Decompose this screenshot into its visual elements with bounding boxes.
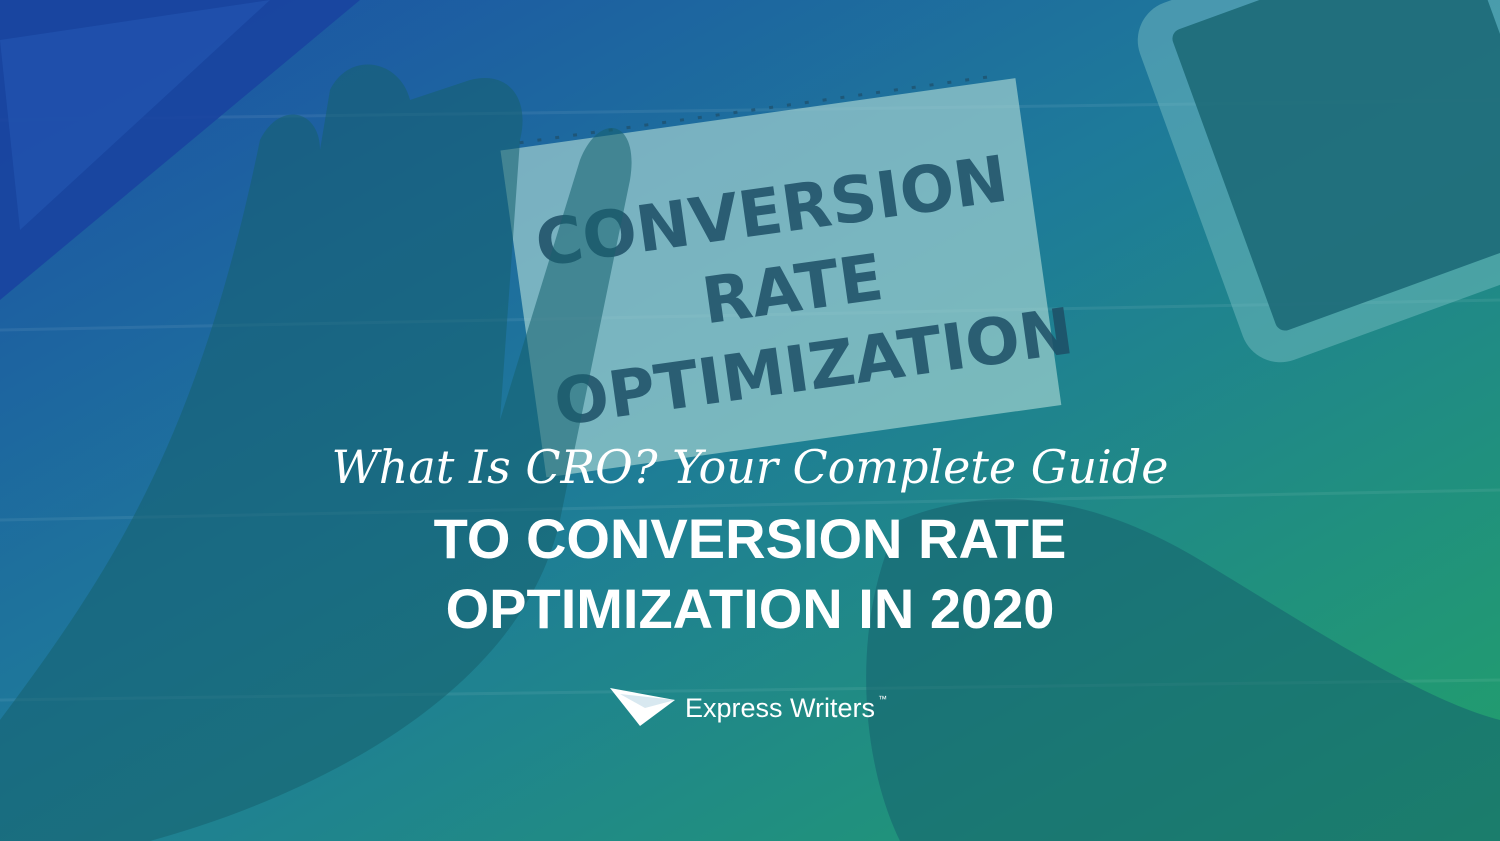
notebook: CONVERSION RATE OPTIMIZATION [500,74,1078,478]
hands [0,64,1500,841]
laptop [0,0,360,300]
trademark: ™ [878,694,887,704]
tablet [1137,0,1500,363]
kicker: What Is CRO? Your Complete Guide [332,440,1169,494]
brand-name: Express Writers [685,693,875,723]
title-line: OPTIMIZATION IN 2020 [446,577,1055,640]
title-line: TO CONVERSION RATE [434,507,1067,570]
brand-logo [610,688,675,726]
